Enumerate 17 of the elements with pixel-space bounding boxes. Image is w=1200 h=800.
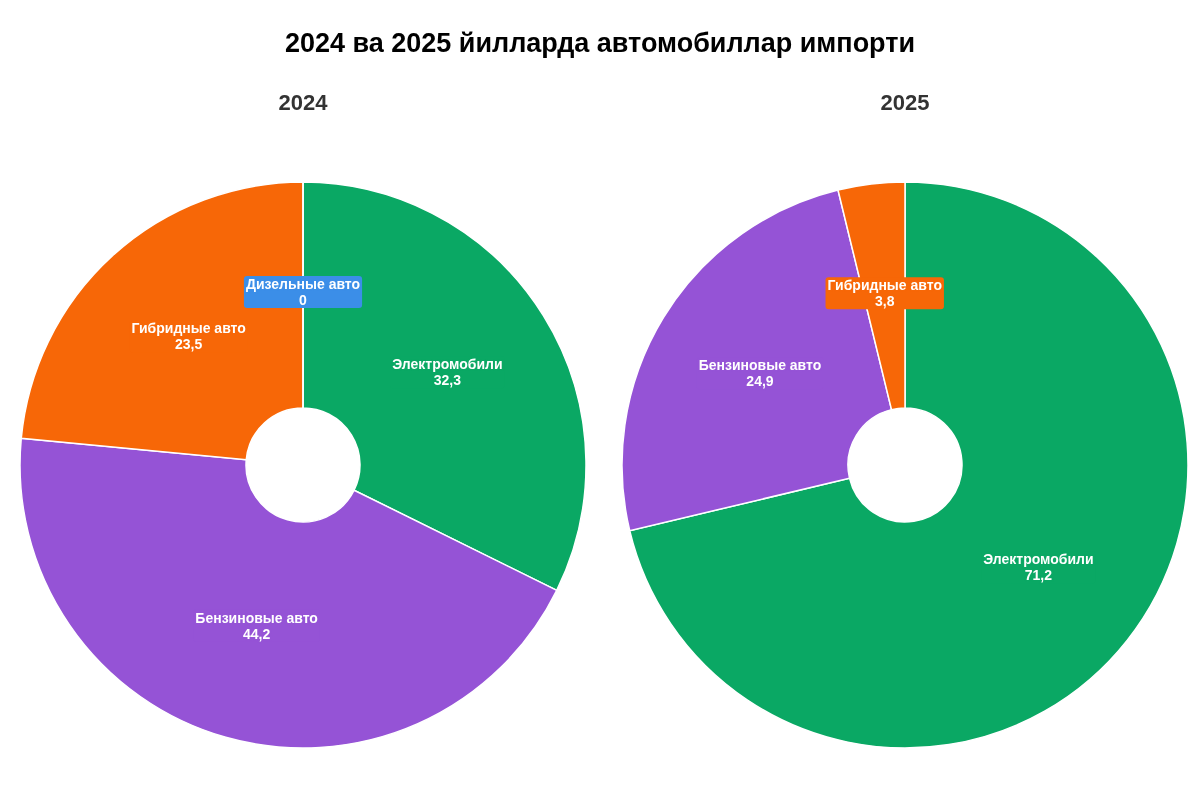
slice-label: Бензиновые авто	[195, 609, 318, 626]
data-label: 32,3	[433, 372, 462, 389]
chart-subtitle: 2025	[880, 90, 930, 115]
slice-label: Электромобили	[392, 356, 503, 373]
slice-label: Бензиновые авто	[698, 357, 822, 374]
data-label: 24,9	[746, 373, 774, 390]
chart-title: 2024 ва 2025 йилларда автомобиллар импорти	[284, 28, 916, 58]
chart-subtitle: 2024	[278, 90, 329, 115]
data-label: 71,2	[1024, 567, 1053, 584]
slice-label: Электромобили	[983, 551, 1094, 568]
data-label: 3,8	[875, 293, 895, 310]
data-label: 23,5	[174, 336, 203, 353]
slice-label: Гибридные авто	[827, 277, 942, 294]
data-label: 44,2	[242, 625, 271, 642]
slice-label: Гибридные авто	[131, 320, 246, 337]
category-label: Дизельные авто	[245, 276, 361, 292]
text: 0	[299, 292, 307, 308]
